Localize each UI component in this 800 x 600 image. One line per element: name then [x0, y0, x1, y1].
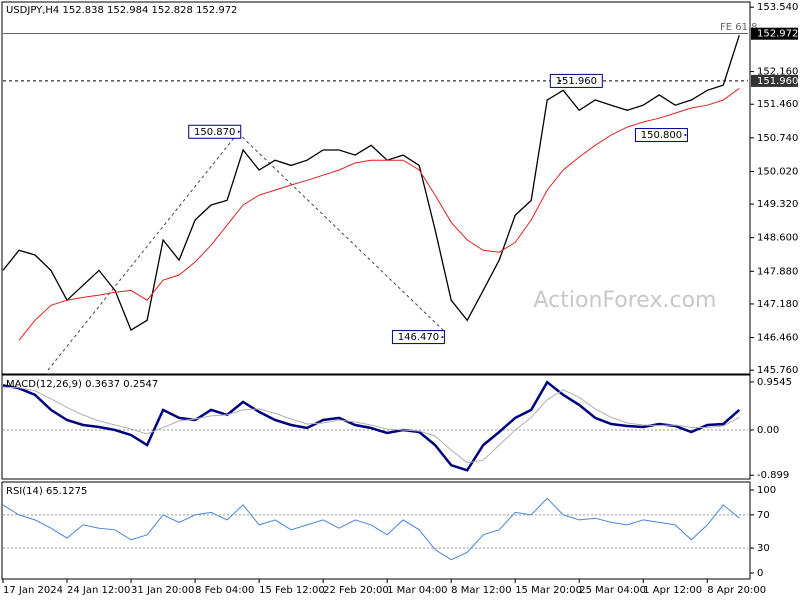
rsi-panel	[1, 481, 751, 580]
price-label: 151.960	[757, 76, 798, 87]
series-line	[2, 35, 740, 332]
x-tick-label: 31 Jan 20:00	[131, 585, 194, 596]
y-tick-label: 100	[757, 485, 776, 496]
annotation-point	[441, 336, 444, 339]
price-label-box	[751, 27, 798, 40]
y-tick-label: 150.020	[757, 166, 798, 177]
x-tick-label: 8 Apr 20:00	[707, 585, 766, 596]
annotation-box	[634, 128, 688, 143]
series-line	[2, 386, 740, 464]
y-tick-label: 147.180	[757, 299, 798, 310]
y-tick-label: 145.760	[757, 365, 798, 376]
fib-label: FE 61.8	[720, 22, 758, 33]
x-tick-label: 8 Feb 04:00	[195, 585, 254, 596]
y-tick-label: 152.160	[757, 67, 798, 78]
y-tick-label: 153.540	[757, 2, 798, 13]
x-tick-label: 22 Feb 20:00	[323, 585, 389, 596]
x-tick-label: 15 Mar 20:00	[515, 585, 582, 596]
annotation-box	[549, 73, 603, 88]
annotation-point	[684, 134, 687, 137]
fib-line	[47, 132, 239, 371]
x-tick-label: 24 Jan 12:00	[67, 585, 130, 596]
x-tick-label: 1 Apr 12:00	[643, 585, 702, 596]
annotation-label: 150.800	[641, 130, 682, 141]
y-tick-label: 151.460	[757, 99, 798, 110]
y-tick-label: 148.600	[757, 233, 798, 244]
fib-line	[237, 132, 444, 331]
y-tick-label: -0.899	[757, 470, 789, 481]
annotation-label: 146.470	[398, 332, 439, 343]
macd-title: MACD(12,26,9) 0.3637 0.2547	[6, 379, 158, 390]
y-tick-label: 149.320	[757, 199, 798, 210]
y-tick-label: 70	[757, 510, 770, 521]
y-tick-label: 0.00	[757, 425, 779, 436]
y-tick-label: 146.460	[757, 333, 798, 344]
annotation-box	[188, 124, 242, 139]
series-line	[2, 497, 740, 561]
x-tick-label: 17 Jan 2024	[3, 585, 63, 596]
y-tick-label: 0.9545	[757, 377, 792, 388]
annotation-point	[237, 130, 240, 133]
rsi-title: RSI(14) 65.1275	[6, 486, 87, 497]
price-panel	[1, 1, 751, 375]
x-tick-label: 1 Mar 04:00	[387, 585, 447, 596]
x-tick-label: 15 Feb 12:00	[259, 585, 325, 596]
y-tick-label: 147.880	[757, 266, 798, 277]
watermark: ActionForex.com	[534, 288, 717, 313]
price-label: 152.972	[757, 29, 798, 40]
price-label-box	[751, 74, 798, 87]
macd-panel	[1, 374, 751, 480]
y-tick-label: 30	[757, 543, 770, 554]
y-tick-label: 0	[757, 568, 763, 579]
annotation-label: 151.960	[556, 76, 597, 87]
annotation-box	[391, 330, 445, 345]
x-tick-label: 8 Mar 12:00	[451, 585, 511, 596]
x-tick-label: 25 Mar 04:00	[579, 585, 646, 596]
y-tick-label: 150.740	[757, 133, 798, 144]
annotation-label: 150.870	[194, 127, 235, 138]
series-line	[2, 380, 741, 472]
chart-title: USDJPY,H4 152.838 152.984 152.828 152.97…	[6, 5, 237, 16]
series-line	[18, 87, 740, 341]
annotation-point	[559, 79, 562, 82]
